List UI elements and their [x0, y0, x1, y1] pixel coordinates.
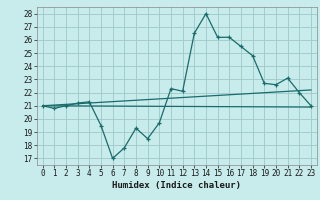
X-axis label: Humidex (Indice chaleur): Humidex (Indice chaleur)	[112, 181, 241, 190]
